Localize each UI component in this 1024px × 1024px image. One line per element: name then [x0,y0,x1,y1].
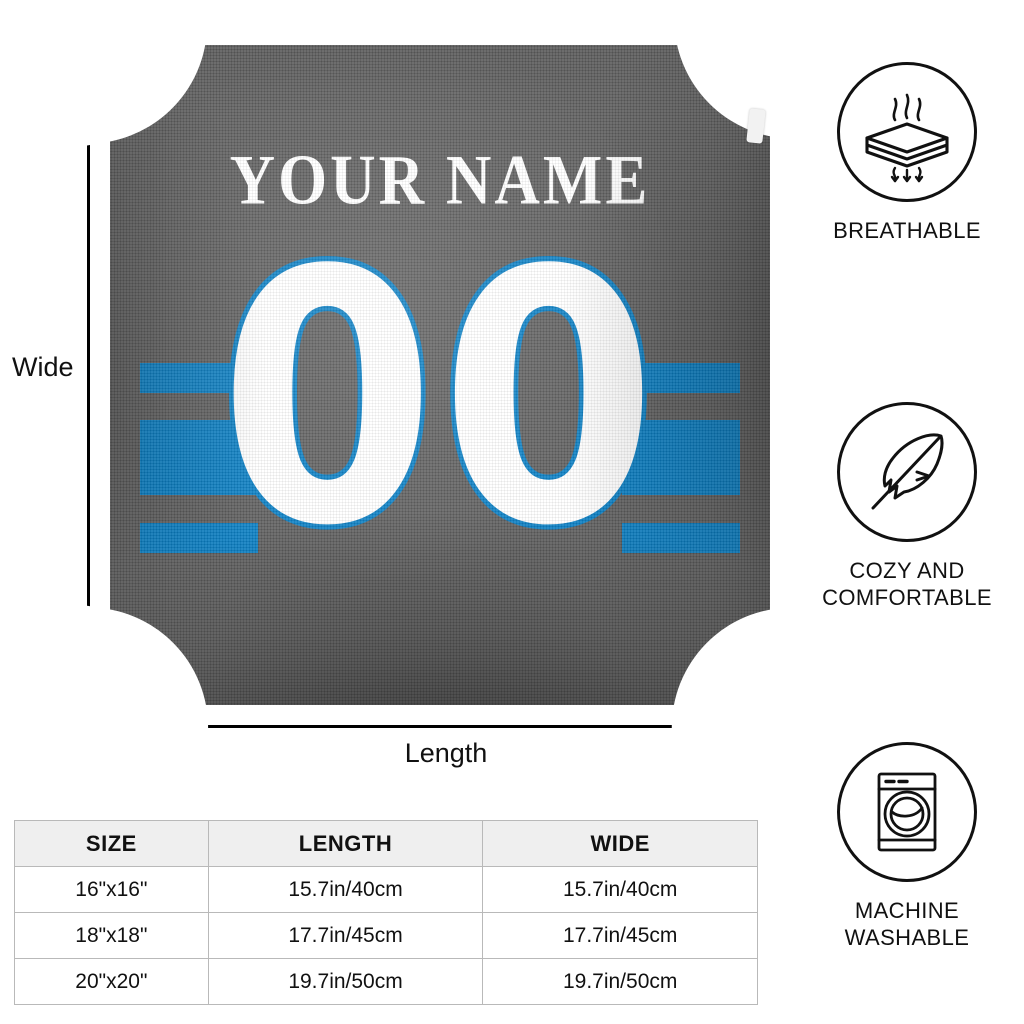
cell-length: 19.7in/50cm [207,958,484,1005]
wide-dimension-label: Wide [12,352,74,382]
breathable-layers-glyph [865,93,949,183]
cell-length: 17.7in/45cm [207,912,484,959]
cell-size: 16"x16" [14,866,209,913]
breathable-layers-icon [837,62,977,202]
column-header-wide: WIDE [482,820,758,867]
feature-label-cozy: COZY AND COMFORTABLE [822,558,992,610]
pillow-body: YOUR NAME 00 [110,45,770,705]
table-row: 16"x16" 15.7in/40cm 15.7in/40cm [14,866,758,913]
cell-wide: 17.7in/45cm [482,912,758,959]
stripe-right-top [622,363,740,393]
stripe-left-bottom [140,523,258,553]
pillow-product-image: YOUR NAME 00 [54,0,828,761]
washing-machine-icon [837,742,977,882]
pillow-name-text: YOUR NAME [229,140,651,220]
feature-breathable: BREATHABLE [790,62,1024,245]
washing-machine-glyph [877,772,937,852]
arrowhead-down-icon [80,679,96,692]
table-row: 18"x18" 17.7in/45cm 17.7in/45cm [14,912,758,959]
arrowhead-right-icon [753,718,766,734]
feather-icon [837,402,977,542]
table-row: 20"x20" 19.7in/50cm 19.7in/50cm [14,958,758,1005]
stripe-left-top [140,363,258,393]
feature-cozy: COZY AND COMFORTABLE [790,402,1024,612]
arrow-shaft [87,69,90,683]
cell-size: 20"x20" [14,958,209,1005]
column-header-length: LENGTH [207,820,484,867]
cell-wide: 15.7in/40cm [482,866,758,913]
size-chart-table: SIZE LENGTH WIDE 16"x16" 15.7in/40cm 15.… [14,820,758,1005]
length-dimension-label: Length [404,738,488,768]
stripe-right-bottom [622,523,740,553]
wide-dimension-arrow [80,60,96,692]
column-header-size: SIZE [14,820,209,867]
cell-wide: 19.7in/50cm [482,958,758,1005]
stripe-right-middle [622,420,740,495]
cell-size: 18"x18" [14,912,209,959]
cell-length: 15.7in/40cm [207,866,484,913]
arrow-shaft [135,725,757,728]
feature-washable: MACHINE WASHABLE [790,742,1024,952]
stripe-left-middle [140,420,258,495]
length-dimension-arrow [126,718,766,734]
feature-label-washable: MACHINE WASHABLE [844,898,970,950]
feature-label-breathable: BREATHABLE [833,218,981,243]
pillow-number-text: 00 [214,197,662,602]
table-header-row: SIZE LENGTH WIDE [14,820,758,867]
feather-glyph [871,433,944,510]
